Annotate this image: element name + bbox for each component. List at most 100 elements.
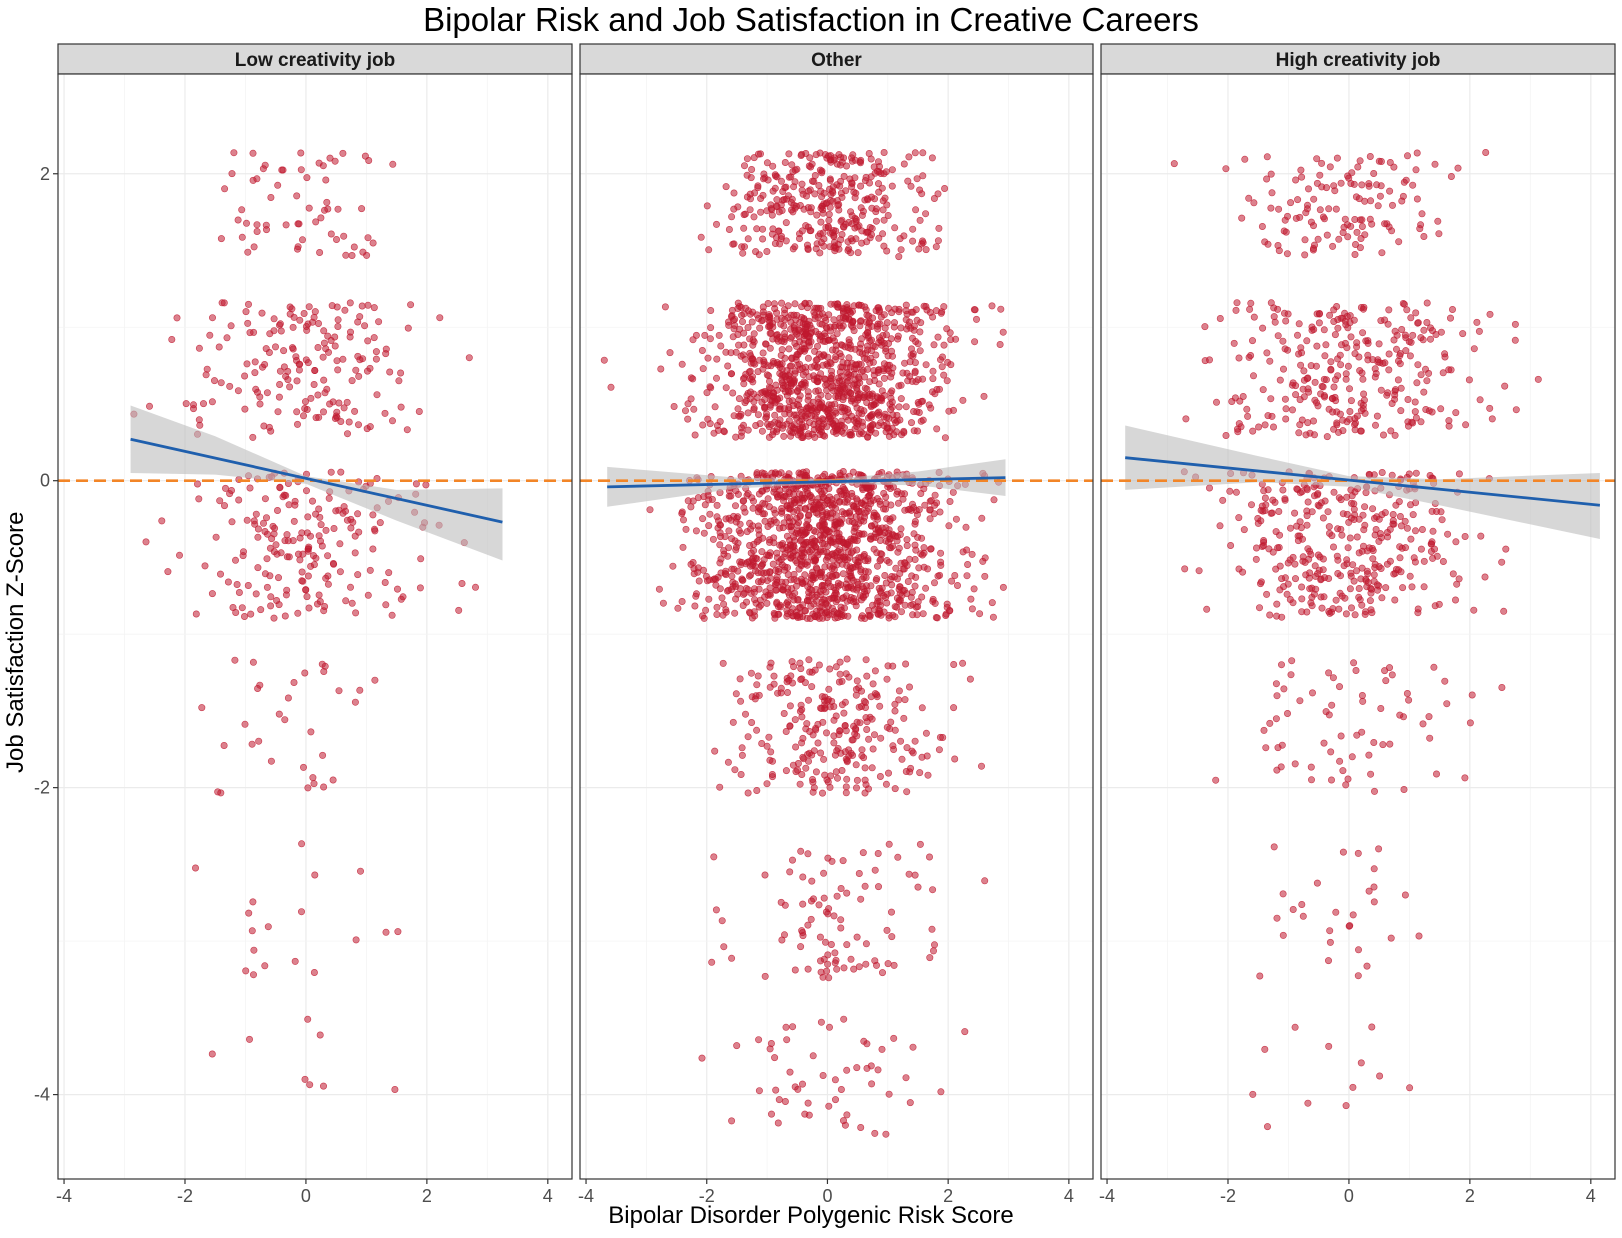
data-point — [876, 702, 884, 710]
data-point — [1313, 879, 1321, 887]
data-point — [1371, 373, 1379, 381]
data-point — [1255, 423, 1263, 431]
data-point — [782, 727, 790, 735]
data-point — [996, 340, 1004, 348]
data-point — [294, 220, 302, 228]
data-point — [1342, 610, 1350, 618]
data-point — [1329, 674, 1337, 682]
data-point — [939, 733, 947, 741]
data-point — [1412, 469, 1420, 477]
data-point — [740, 504, 748, 512]
data-point — [1347, 222, 1355, 230]
data-point — [710, 853, 718, 861]
data-point — [312, 414, 320, 422]
data-point — [1351, 350, 1359, 358]
data-point — [871, 866, 879, 874]
data-point — [832, 341, 840, 349]
data-point — [1364, 570, 1372, 578]
data-point — [202, 371, 210, 379]
data-point — [798, 303, 806, 311]
data-point — [799, 553, 807, 561]
data-point — [746, 195, 754, 203]
data-point — [192, 864, 200, 872]
data-point — [1301, 558, 1309, 566]
data-point — [766, 568, 774, 576]
data-point — [1303, 337, 1311, 345]
data-point — [804, 696, 812, 704]
data-point — [1337, 525, 1345, 533]
data-point — [770, 300, 778, 308]
data-point — [1195, 567, 1203, 575]
data-point — [845, 245, 853, 253]
data-point — [1388, 671, 1396, 679]
data-point — [761, 871, 769, 879]
data-point — [799, 371, 807, 379]
data-point — [850, 302, 858, 310]
data-point — [744, 409, 752, 417]
data-point — [1352, 241, 1360, 249]
data-point — [1309, 246, 1317, 254]
data-point — [318, 542, 326, 550]
data-point — [805, 656, 813, 664]
data-point — [692, 590, 700, 598]
data-point — [867, 155, 875, 163]
data-point — [872, 961, 880, 969]
data-point — [832, 663, 840, 671]
data-point — [819, 547, 827, 555]
data-point — [1378, 534, 1386, 542]
data-point — [727, 349, 735, 357]
data-point — [293, 192, 301, 200]
data-point — [306, 1081, 314, 1089]
data-point — [873, 167, 881, 175]
data-point — [847, 572, 855, 580]
data-point — [315, 505, 323, 513]
data-point — [1310, 195, 1318, 203]
data-point — [1213, 398, 1221, 406]
data-point — [1339, 767, 1347, 775]
data-point — [315, 532, 323, 540]
data-point — [875, 304, 883, 312]
data-point — [308, 497, 316, 505]
data-point — [1182, 415, 1190, 423]
data-point — [1219, 496, 1227, 504]
data-point — [780, 553, 788, 561]
data-point — [1428, 540, 1436, 548]
data-point — [297, 166, 305, 174]
data-point — [1431, 602, 1439, 610]
data-point — [821, 432, 829, 440]
data-point — [1279, 337, 1287, 345]
data-point — [233, 580, 241, 588]
data-point — [1317, 593, 1325, 601]
data-point — [1377, 564, 1385, 572]
data-point — [403, 426, 411, 434]
data-point — [1352, 193, 1360, 201]
data-point — [880, 374, 888, 382]
data-point — [1367, 197, 1375, 205]
data-point — [858, 211, 866, 219]
data-point — [1333, 302, 1341, 310]
data-point — [1378, 249, 1386, 257]
data-point — [728, 535, 736, 543]
data-point — [218, 299, 226, 307]
data-point — [370, 334, 378, 342]
data-point — [1420, 388, 1428, 396]
data-point — [825, 216, 833, 224]
data-point — [310, 968, 318, 976]
data-point — [252, 510, 260, 518]
data-point — [731, 766, 739, 774]
data-point — [1297, 361, 1305, 369]
data-point — [1245, 194, 1253, 202]
data-point — [917, 319, 925, 327]
data-point — [908, 747, 916, 755]
data-point — [878, 969, 886, 977]
data-point — [769, 187, 777, 195]
data-point — [657, 365, 665, 373]
data-point — [865, 606, 873, 614]
data-point — [902, 660, 910, 668]
data-point — [713, 421, 721, 429]
data-point — [1396, 360, 1404, 368]
data-point — [1249, 337, 1257, 345]
data-point — [245, 300, 253, 308]
data-point — [855, 430, 863, 438]
data-point — [1415, 932, 1423, 940]
